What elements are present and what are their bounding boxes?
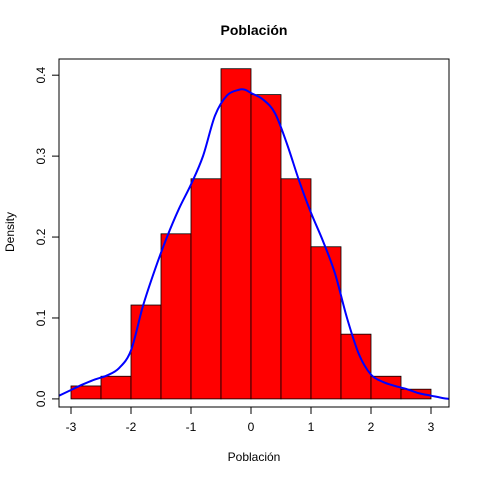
y-tick-label: 0.1 (34, 309, 48, 326)
histogram-bar (400, 388, 432, 400)
histogram-bar (310, 246, 342, 400)
y-tick-label: 0.4 (34, 67, 48, 84)
x-axis: -3 -2 -1 0 1 2 3 (66, 406, 435, 434)
density-curve (59, 88, 449, 400)
histogram-bar (190, 178, 222, 400)
histogram-bars (70, 68, 432, 400)
x-tick-label: -2 (126, 420, 137, 434)
x-tick-label: 3 (428, 420, 435, 434)
y-tick-label: 0.3 (34, 147, 48, 164)
y-axis: 0.0 0.1 0.2 0.3 0.4 (34, 67, 60, 407)
histogram-bar (100, 375, 132, 400)
x-tick-label: 0 (248, 420, 255, 434)
y-tick-label: 0.2 (34, 228, 48, 245)
y-axis-label: Density (3, 212, 17, 252)
x-tick-label: 1 (308, 420, 315, 434)
histogram-bar (370, 375, 402, 400)
histogram-bar (220, 68, 252, 400)
chart-title: Población (221, 22, 288, 38)
histogram-bar (160, 233, 192, 400)
x-tick-label: -3 (66, 420, 77, 434)
histogram-bar (280, 178, 312, 400)
y-tick-label: 0.0 (34, 390, 48, 407)
x-axis-label: Población (228, 450, 281, 464)
histogram-bar (130, 304, 162, 400)
x-tick-label: 2 (368, 420, 375, 434)
histogram-bar (250, 94, 282, 400)
plot-area: -3 -2 -1 0 1 2 3 0.0 0.1 0.2 0.3 0.4 (34, 58, 450, 434)
x-tick-label: -1 (186, 420, 197, 434)
